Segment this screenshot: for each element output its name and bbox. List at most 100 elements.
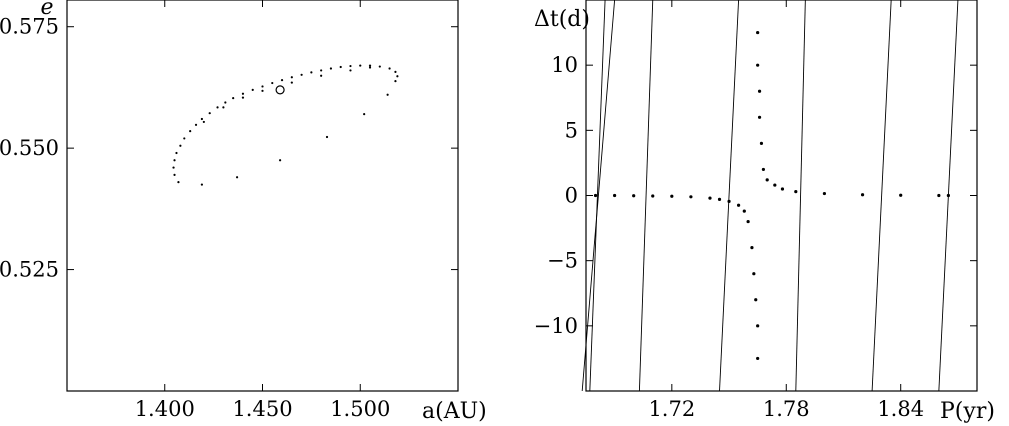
right-data-point: [717, 197, 722, 202]
left-data-point: [290, 76, 293, 79]
right-y-tick-label: 5: [565, 118, 578, 142]
right-x-tick-label: 1.84: [877, 397, 924, 421]
right-data-point: [736, 203, 741, 207]
left-panel: 1.400 1.450 1.500 0.525 0.550 0.575 e a(AU): [0, 0, 487, 424]
left-data-point: [235, 176, 239, 179]
left-x-tick-label: 1.400: [135, 397, 195, 421]
right-data-point: [613, 193, 617, 198]
right-data-point: [727, 199, 731, 203]
right-data-point: [860, 193, 865, 197]
right-data-point: [754, 298, 758, 302]
right-data-point: [750, 246, 754, 250]
left-data-point: [396, 75, 399, 78]
right-data-point: [632, 194, 636, 198]
left-x-tick-label: 1.450: [232, 397, 292, 421]
right-data-point: [742, 209, 746, 213]
right-data-point: [761, 167, 765, 172]
left-data-point: [200, 183, 203, 186]
right-data-point: [756, 63, 760, 67]
left-data-point: [388, 67, 391, 70]
left-plot-frame: [66, 0, 459, 392]
left-data-point: [173, 159, 176, 162]
right-data-point: [746, 219, 750, 224]
right-y-axis-label: Δt(d): [534, 7, 590, 32]
left-data-point: [310, 71, 313, 74]
right-data-point: [899, 193, 903, 197]
right-data-point: [780, 187, 785, 191]
left-data-point: [349, 64, 352, 68]
right-data-point: [756, 30, 760, 35]
left-data-point: [175, 151, 178, 155]
left-data-point: [216, 106, 219, 109]
left-data-point: [177, 181, 180, 184]
right-data-point: [593, 193, 598, 198]
left-data-point: [329, 67, 333, 70]
right-y-tick-label: −5: [547, 249, 578, 273]
left-data-point: [368, 66, 372, 69]
left-data-point: [378, 65, 381, 68]
left-data-point: [325, 135, 329, 139]
right-data-point: [937, 193, 941, 198]
right-data-point: [708, 196, 712, 200]
left-data-point: [173, 173, 176, 176]
right-y-tick-label: 0: [565, 184, 578, 208]
right-plot-frame: [585, 0, 978, 392]
right-data-point: [752, 272, 756, 276]
left-data-point: [320, 69, 323, 72]
right-line: [719, 0, 740, 392]
left-data-point: [271, 81, 274, 85]
right-x-tick-label: 1.72: [648, 397, 695, 421]
left-marker-circle: [275, 85, 285, 95]
left-data-point: [208, 112, 211, 115]
right-ticks: 1.72 1.78 1.84 −10 −5 0 5 10: [534, 0, 977, 421]
right-data-point: [765, 178, 769, 182]
left-y-tick-label: 0.525: [0, 258, 59, 282]
left-y-tick-label: 0.575: [0, 15, 59, 39]
left-y-tick-label: 0.550: [0, 136, 59, 160]
left-data-point: [222, 106, 225, 109]
right-y-tick-label: 10: [551, 53, 578, 77]
left-data-point: [339, 65, 342, 69]
left-data-point: [183, 137, 186, 140]
left-x-axis-label: a(AU): [422, 399, 487, 424]
right-line: [638, 0, 654, 392]
right-data-point: [757, 89, 762, 93]
right-data-point: [651, 194, 655, 198]
right-line: [871, 0, 892, 392]
left-data-point: [251, 88, 254, 91]
right-data-point: [759, 141, 764, 145]
right-y-tick-label: −10: [534, 314, 578, 338]
left-data-point: [394, 70, 397, 73]
right-data-point: [822, 191, 827, 196]
left-data-point: [300, 73, 303, 76]
left-data-point: [202, 120, 205, 124]
left-data-point: [320, 74, 323, 77]
left-x-tick-label: 1.500: [330, 397, 390, 421]
right-data-point: [756, 356, 760, 361]
left-data-point: [194, 123, 198, 126]
left-data-point: [386, 93, 389, 96]
right-data-point: [670, 194, 674, 198]
right-line: [795, 0, 806, 392]
left-data-point: [179, 144, 182, 147]
left-data-point: [280, 79, 284, 82]
right-data-point: [794, 189, 798, 194]
left-data-point: [189, 130, 192, 133]
left-ticks: 1.400 1.450 1.500 0.525 0.550 0.575: [0, 0, 458, 421]
right-x-axis-label: P(yr): [940, 399, 995, 424]
right-x-tick-label: 1.78: [763, 397, 810, 421]
left-points: [172, 64, 399, 186]
left-data-point: [394, 80, 397, 83]
right-data-point: [757, 115, 762, 119]
right-data-point: [946, 193, 950, 198]
left-data-point: [232, 97, 235, 100]
left-data-point: [172, 166, 175, 169]
right-data-point: [773, 183, 777, 187]
right-panel: 1.72 1.78 1.84 −10 −5 0 5 10 Δt(d) P(yr): [534, 0, 995, 424]
right-data-point: [756, 324, 760, 328]
left-data-point: [241, 96, 245, 99]
left-data-point: [349, 69, 352, 72]
left-data-point: [363, 113, 366, 116]
left-data-point: [290, 81, 293, 84]
